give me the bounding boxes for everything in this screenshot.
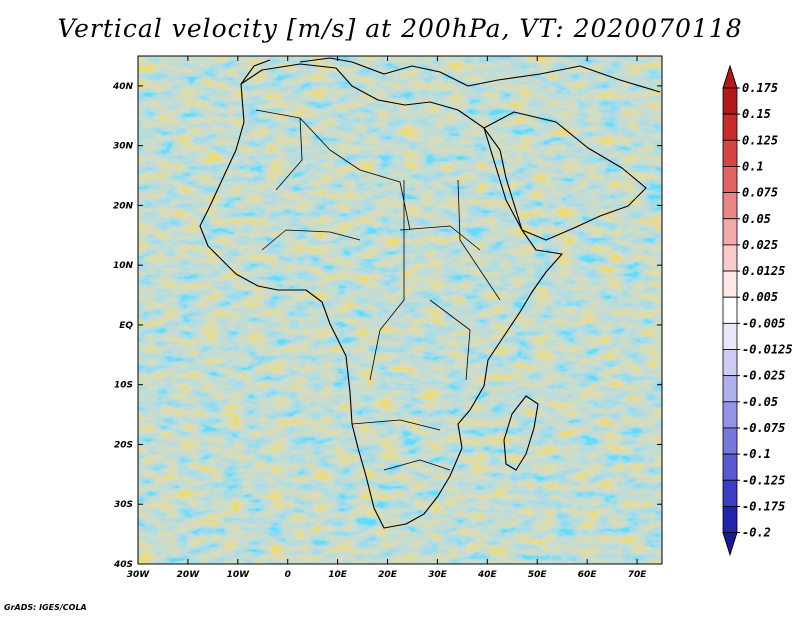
colorbar-swatch — [722, 349, 738, 377]
lon-tick-label: 10W — [227, 570, 251, 580]
colorbar-swatch — [722, 218, 738, 246]
lat-tick-label: 10S — [114, 381, 133, 391]
colorbar-label: -0.005 — [742, 316, 785, 330]
lat-tick-label: 30N — [113, 142, 134, 152]
lat-tick-label: 20S — [114, 440, 133, 450]
colorbar-swatch — [722, 375, 738, 403]
colorbar-label: 0.1 — [742, 159, 764, 173]
map-frame — [137, 55, 663, 565]
colorbar-swatch — [722, 113, 738, 141]
lon-tick-label: 50E — [528, 570, 548, 580]
europe-coastline — [240, 57, 661, 93]
lon-axis: 30W 20W 10W 0 10E 20E 30E 40E 50E 60E 70E — [127, 56, 647, 580]
colorbar-label: 0.0125 — [742, 264, 785, 278]
arabia-coastline — [483, 111, 647, 241]
borders — [255, 109, 501, 471]
lon-tick-label: 30E — [428, 570, 448, 580]
lon-tick-label: 60E — [578, 570, 598, 580]
lat-tick-label: EQ — [119, 321, 133, 331]
colorbar: 0.175 0.15 0.125 0.1 0.075 0.05 0.025 0.0125 0.0… — [722, 64, 793, 557]
colorbar-swatch — [722, 87, 738, 115]
colorbar-label: 0.125 — [742, 133, 778, 147]
map-figure: 30W 20W 10W 0 10E 20E 30E 40E 50E 60E 70E 40N 30N 20… — [112, 55, 793, 580]
colorbar-swatch — [722, 505, 738, 533]
map-panel — [137, 55, 663, 565]
colorbar-label: -0.0125 — [742, 343, 793, 357]
colorbar-swatch — [722, 453, 738, 481]
colorbar-label: 0.005 — [742, 290, 778, 304]
lon-tick-label: 30W — [127, 570, 151, 580]
lat-tick-label: 40S — [113, 560, 133, 570]
colorbar-top-arrow — [722, 64, 738, 89]
lat-tick-label: 10N — [113, 261, 134, 271]
velocity-field-noise — [138, 56, 662, 564]
africa-coastline — [199, 63, 563, 529]
colorbar-swatch — [722, 192, 738, 220]
madagascar-coastline — [503, 395, 539, 471]
colorbar-label: -0.025 — [742, 369, 785, 383]
colorbar-swatch — [722, 296, 738, 324]
colorbar-label: -0.175 — [742, 499, 785, 513]
colorbar-label: -0.2 — [742, 526, 771, 540]
coastlines — [199, 57, 661, 529]
lon-tick-label: 10E — [328, 570, 348, 580]
colorbar-swatch — [722, 139, 738, 167]
colorbar-swatch — [722, 401, 738, 429]
lat-tick-label: 40N — [112, 82, 134, 92]
lat-axis: 40N 30N 20N 10N EQ 10S 20S 30S 40S — [112, 82, 662, 570]
colorbar-label: -0.05 — [742, 395, 778, 409]
colorbar-label: 0.175 — [742, 81, 778, 95]
colorbar-label: 0.15 — [742, 107, 771, 121]
lon-tick-label: 40E — [477, 570, 498, 580]
colorbar-label: -0.125 — [742, 473, 785, 487]
colorbar-label: -0.075 — [742, 421, 785, 435]
lon-tick-label: 0 — [285, 570, 291, 580]
lon-tick-label: 70E — [628, 570, 648, 580]
colorbar-swatch — [722, 166, 738, 193]
lon-tick-label: 20E — [378, 570, 398, 580]
colorbar-label: 0.05 — [742, 212, 771, 226]
colorbar-label: 0.025 — [742, 238, 778, 252]
lat-tick-label: 30S — [114, 500, 133, 510]
colorbar-swatch — [722, 322, 738, 350]
lon-tick-label: 20W — [177, 570, 201, 580]
colorbar-label: 0.075 — [742, 186, 778, 200]
colorbar-swatch — [722, 479, 738, 507]
colorbar-swatch — [722, 270, 738, 298]
colorbar-swatch — [722, 244, 738, 272]
map-title: Vertical velocity [m/s] at 200hPa, VT: 2… — [57, 14, 743, 43]
colorbar-swatch — [722, 427, 738, 455]
lat-tick-label: 20N — [113, 201, 134, 211]
credit-label: GrADS: IGES/COLA — [4, 603, 87, 612]
colorbar-bottom-arrow — [722, 532, 738, 557]
colorbar-label: -0.1 — [742, 447, 771, 461]
